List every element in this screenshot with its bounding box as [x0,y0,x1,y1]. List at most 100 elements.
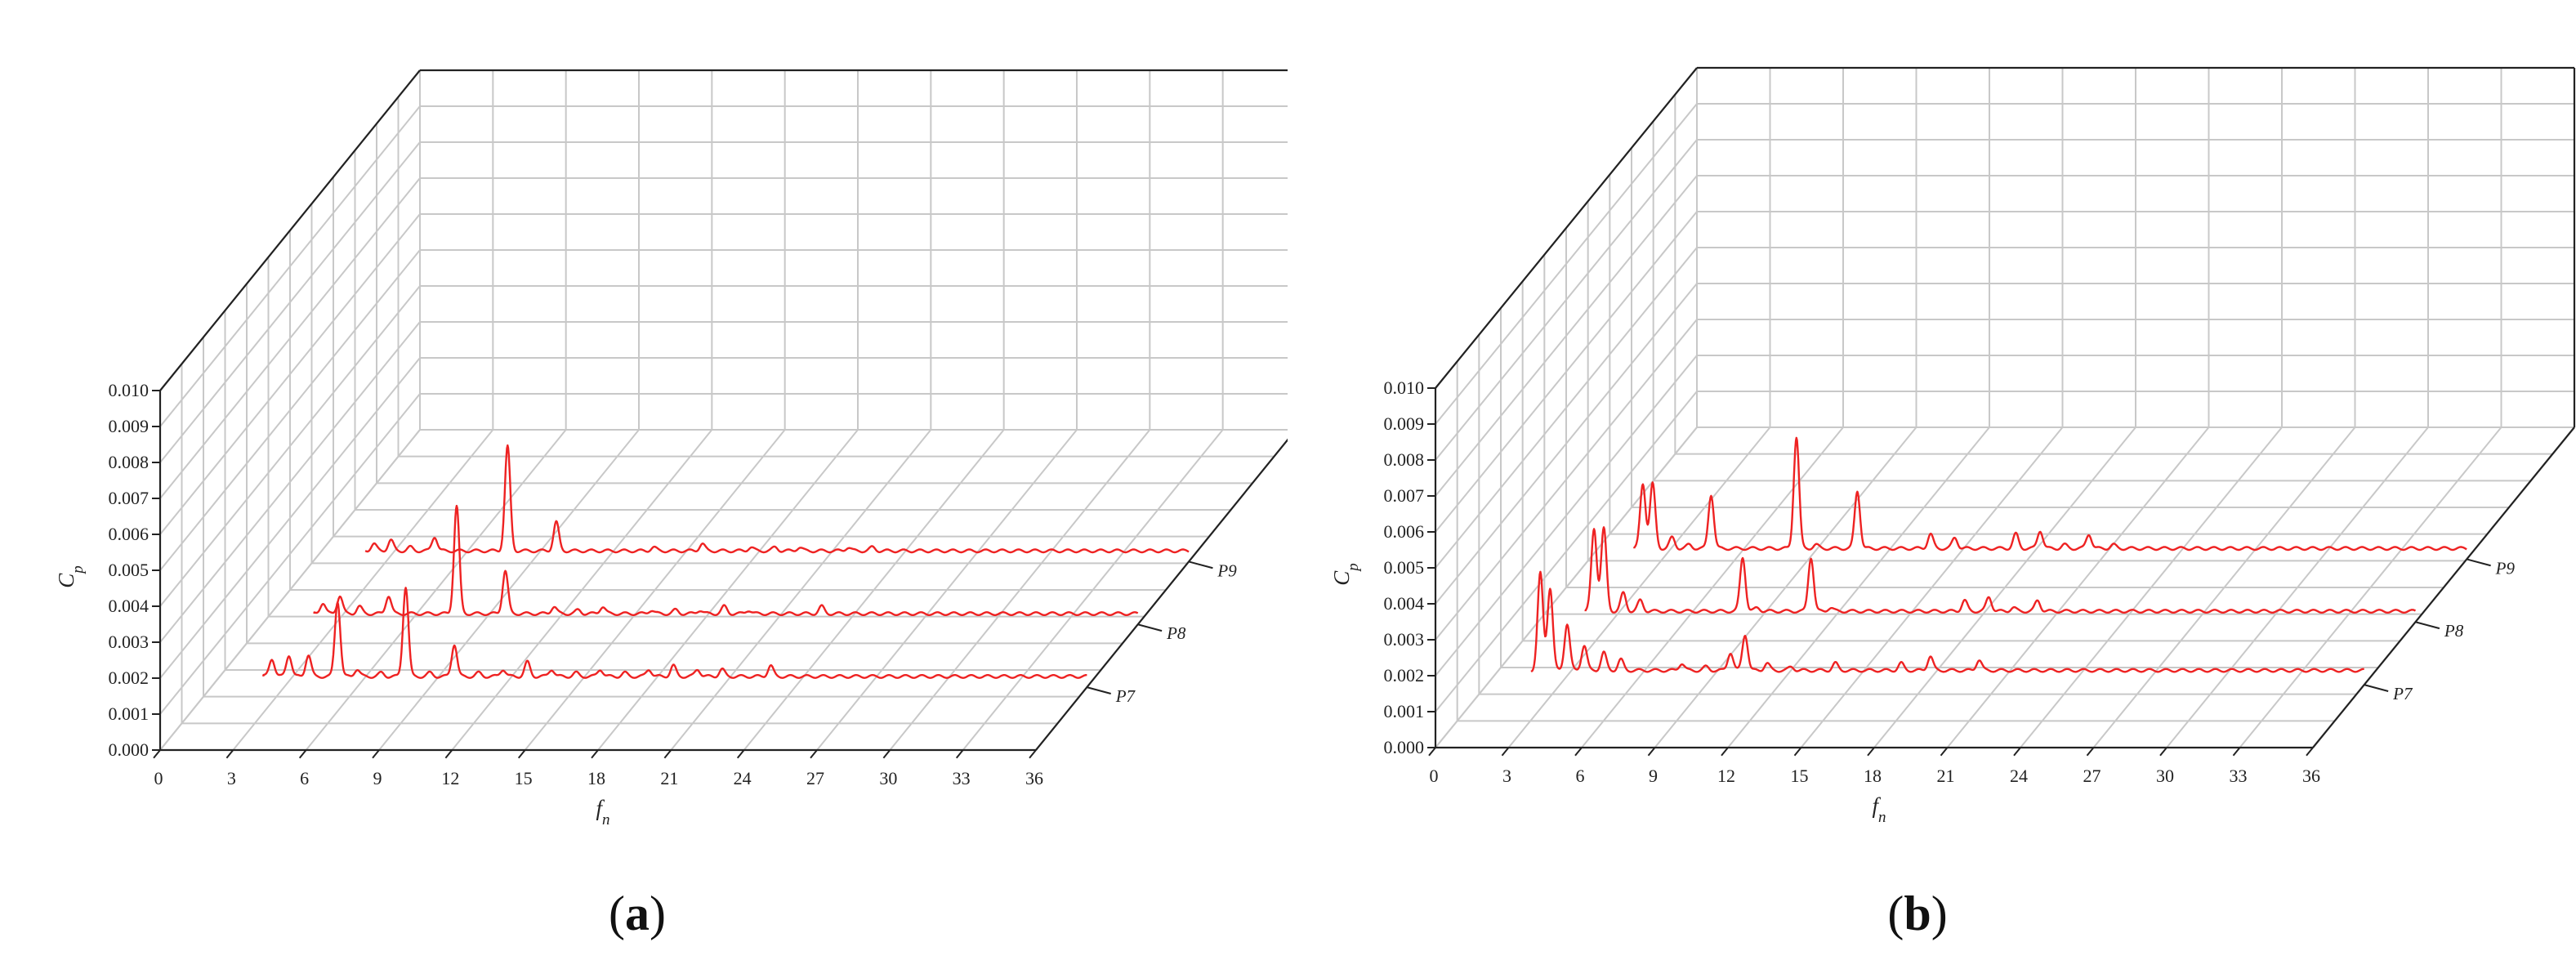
y-tick-label: 0.007 [109,488,150,508]
y-tick-label: 0.004 [1384,593,1425,614]
x-axis-title-a-sub: n [602,811,610,828]
y-tick-label: 0.002 [1384,665,1425,685]
top-left-edge [159,69,421,391]
x-tick-mark [372,749,380,759]
x-tick-mark [1428,747,1436,757]
x-tick-label: 30 [879,768,897,788]
series-tick-P7 [1087,686,1111,694]
y-axis-title-a-sub: p [69,565,87,575]
y-tick-label: 0.005 [1384,557,1425,578]
chart-panel-a: 0.000 0.001 0.002 0.003 0.004 0.005 0.006 0.007… [54,69,1288,940]
y-tick-label: 0.005 [109,560,150,580]
y-tick-label: 0.010 [1384,377,1425,398]
x-axis-title-b-sub: n [1878,809,1886,826]
caption-open: ( [1887,886,1904,940]
x-tick-label: 12 [1717,766,1735,786]
frame-a [158,69,1288,752]
y-ticks-b: 0.000 0.001 0.002 0.003 0.004 0.005 0.006 0.007… [1384,377,1435,757]
series-line-P9 [1633,436,2467,552]
x-tick-label: 12 [441,768,459,788]
x-tick-mark [517,749,526,759]
x-tick-label: 21 [1937,766,1955,786]
x-tick-mark [2306,747,2314,757]
right-depth-edge [2312,426,2575,748]
y-tick-label: 0.008 [109,452,150,472]
y-tick-label: 0.001 [1384,701,1425,721]
x-tick-label: 3 [1502,766,1511,786]
waterfall-chart-a: 0.000 0.001 0.002 0.003 0.004 0.005 0.006 0.007… [54,69,1288,940]
caption-letter: b [1904,886,1931,940]
x-tick-label: 24 [2010,766,2028,786]
y-axis-title-a: Cp [54,565,87,588]
x-tick-label: 18 [587,768,605,788]
series-line-P9 [364,444,1190,554]
x-ticks-a: 0 3 6 9 12 15 18 21 24 27 30 33 36 [153,749,1043,788]
x-axis-title-a: fn [596,796,609,828]
x-tick-mark [882,749,891,759]
x-tick-label: 15 [1791,766,1809,786]
x-tick-mark [153,749,161,759]
x-tick-label: 36 [2302,766,2320,786]
x-tick-mark [1867,747,1875,757]
x-tick-mark [736,749,745,759]
x-tick-label: 27 [806,768,824,788]
x-tick-mark [2159,747,2168,757]
y-tick-label: 0.009 [109,416,150,436]
x-tick-label: 3 [227,768,236,788]
x-axis-title-b: fn [1872,793,1886,826]
x-tick-mark [225,749,234,759]
x-ticks-b: 0 3 6 9 12 15 18 21 24 27 30 33 36 [1428,747,2320,786]
y-axis-title-a-main: C [54,573,78,588]
series-label-P9: P9 [1217,560,1237,580]
series-tick-P8 [1137,623,1163,632]
x-tick-mark [2232,747,2241,757]
y-tick-label: 0.003 [109,632,150,652]
y-tick-label: 0.006 [1384,521,1425,542]
x-tick-mark [1574,747,1583,757]
x-tick-mark [1793,747,1802,757]
y-axis-title-b-sub: p [1345,563,1362,573]
series-line-P8 [1584,526,2417,614]
series-tick-P7 [2364,684,2389,692]
x-tick-mark [444,749,453,759]
caption-close: ) [1931,886,1948,940]
panel-caption-b: (b) [1887,886,1947,940]
top-left-edge [1435,67,1698,389]
x-tick-mark [955,749,964,759]
y-tick-label: 0.000 [109,739,150,760]
frame-b [1434,66,2576,749]
x-tick-mark [1647,747,1656,757]
x-tick-label: 30 [2156,766,2174,786]
series-line-P7 [1530,570,2365,673]
y-tick-label: 0.007 [1384,485,1425,506]
x-tick-label: 0 [154,768,163,788]
x-axis-title-a-main: f [596,796,605,820]
caption-letter: a [625,886,650,940]
y-axis-title-b-main: C [1329,570,1354,586]
x-tick-label: 9 [1649,766,1658,786]
series-label-P7: P7 [2392,684,2413,703]
x-tick-label: 6 [1576,766,1585,786]
series-tick-P9 [2466,558,2491,567]
series-tick-P9 [1188,560,1213,569]
y-ticks-a: 0.000 0.001 0.002 0.003 0.004 0.005 0.006 0.007… [109,380,160,760]
x-tick-label: 36 [1025,768,1043,788]
y-tick-label: 0.001 [109,703,150,724]
x-tick-mark [2013,747,2021,757]
x-tick-mark [2086,747,2095,757]
x-tick-label: 6 [300,768,309,788]
series-label-P8: P8 [1166,623,1186,643]
x-tick-mark [1721,747,1729,757]
series-label-P8: P8 [2444,621,2464,641]
y-tick-label: 0.000 [1384,737,1425,757]
x-tick-mark [591,749,599,759]
y-axis-title-b: Cp [1329,563,1362,586]
y-tick-label: 0.003 [1384,629,1425,650]
x-tick-label: 21 [660,768,678,788]
caption-close: ) [650,886,666,940]
series-group-a: P9 P8 P7 [262,444,1237,706]
x-tick-label: 15 [515,768,533,788]
series-tick-P8 [2415,621,2440,630]
x-tick-label: 33 [953,768,971,788]
x-axis-title-b-main: f [1872,793,1881,818]
